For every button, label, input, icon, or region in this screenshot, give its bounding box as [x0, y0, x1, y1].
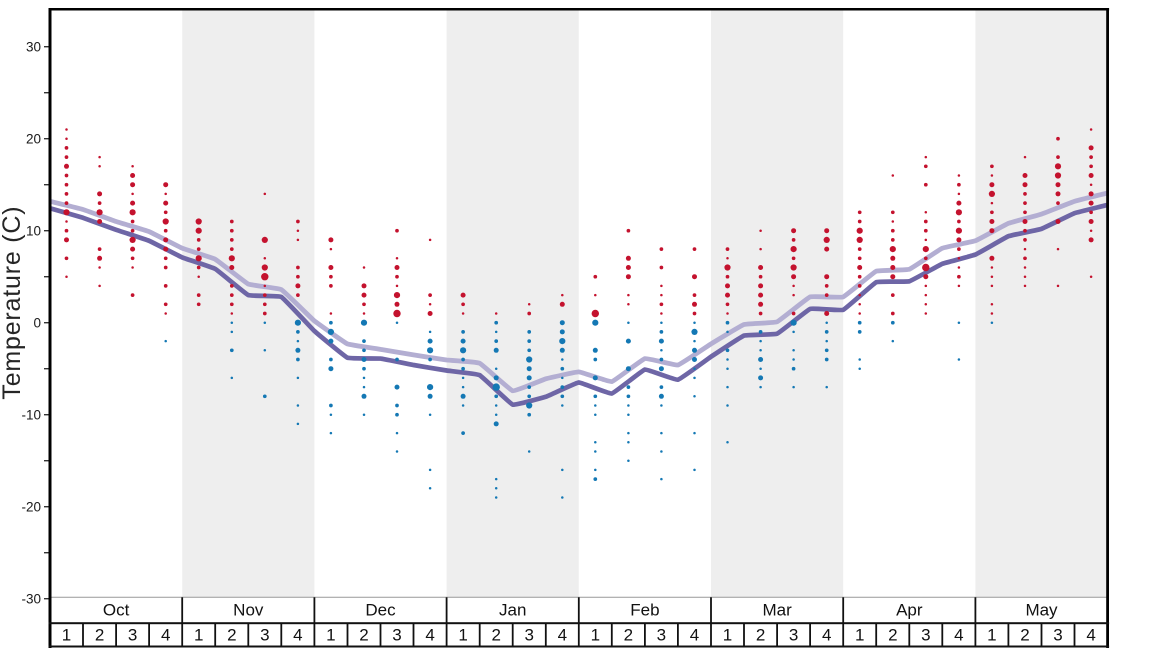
svg-text:2: 2: [756, 626, 765, 645]
svg-text:3: 3: [392, 626, 401, 645]
svg-text:30: 30: [26, 39, 41, 54]
svg-text:2: 2: [227, 626, 236, 645]
svg-text:May: May: [1025, 601, 1058, 620]
svg-text:2: 2: [1020, 626, 1029, 645]
svg-text:3: 3: [128, 626, 137, 645]
svg-text:4: 4: [1086, 626, 1095, 645]
svg-text:Nov: Nov: [233, 601, 264, 620]
svg-text:-20: -20: [21, 499, 41, 514]
svg-text:Oct: Oct: [103, 601, 130, 620]
svg-text:1: 1: [591, 626, 600, 645]
svg-text:1: 1: [194, 626, 203, 645]
svg-text:4: 4: [425, 626, 434, 645]
svg-text:4: 4: [690, 626, 699, 645]
svg-text:2: 2: [888, 626, 897, 645]
svg-text:4: 4: [558, 626, 567, 645]
svg-text:2: 2: [95, 626, 104, 645]
svg-text:1: 1: [855, 626, 864, 645]
svg-text:1: 1: [723, 626, 732, 645]
svg-text:Temperature (C): Temperature (C): [0, 206, 26, 400]
svg-text:20: 20: [26, 131, 41, 146]
svg-text:1: 1: [62, 626, 71, 645]
svg-text:1: 1: [326, 626, 335, 645]
svg-text:3: 3: [524, 626, 533, 645]
svg-text:-10: -10: [21, 407, 41, 422]
svg-text:3: 3: [789, 626, 798, 645]
svg-text:4: 4: [822, 626, 831, 645]
svg-text:3: 3: [657, 626, 666, 645]
svg-text:0: 0: [33, 315, 41, 330]
svg-text:4: 4: [161, 626, 170, 645]
svg-text:-30: -30: [21, 591, 41, 606]
svg-text:2: 2: [491, 626, 500, 645]
svg-text:3: 3: [1053, 626, 1062, 645]
svg-text:3: 3: [260, 626, 269, 645]
svg-text:10: 10: [26, 223, 41, 238]
svg-text:Jan: Jan: [499, 601, 526, 620]
svg-text:Apr: Apr: [896, 601, 923, 620]
svg-text:1: 1: [987, 626, 996, 645]
svg-text:Mar: Mar: [762, 601, 792, 620]
svg-text:2: 2: [359, 626, 368, 645]
svg-text:1: 1: [458, 626, 467, 645]
svg-text:Dec: Dec: [365, 601, 396, 620]
svg-text:Feb: Feb: [630, 601, 659, 620]
svg-text:3: 3: [921, 626, 930, 645]
svg-text:2: 2: [624, 626, 633, 645]
svg-text:4: 4: [293, 626, 302, 645]
svg-text:4: 4: [954, 626, 963, 645]
